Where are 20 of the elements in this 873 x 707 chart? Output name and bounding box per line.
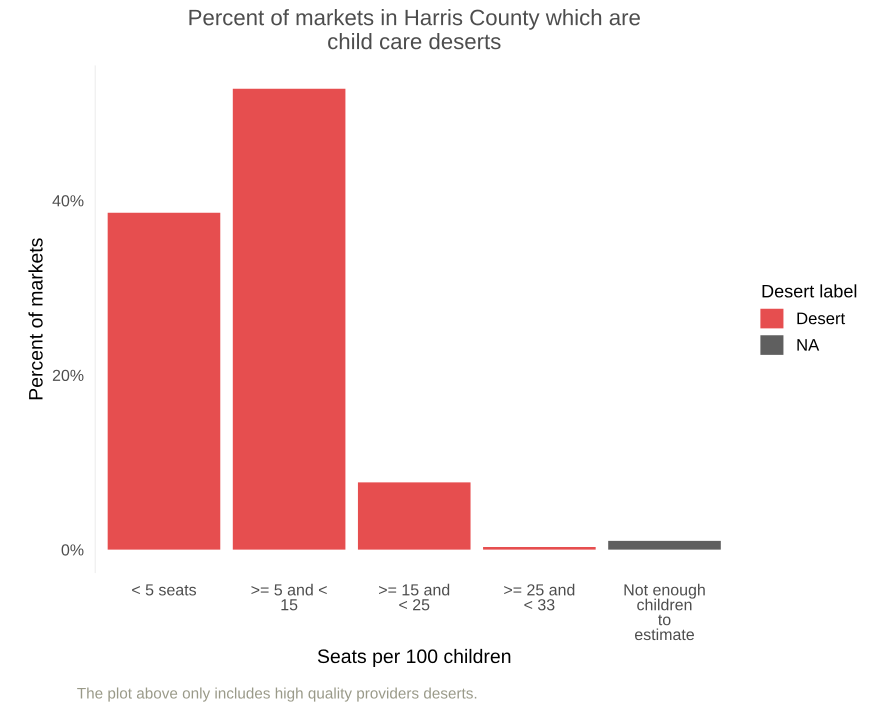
- x-tick-label: >= 15 and < 25: [379, 584, 450, 610]
- bar: [358, 482, 471, 550]
- bar: [108, 212, 220, 550]
- y-tick-label: 40%: [52, 195, 84, 206]
- legend-label: Desert: [797, 312, 846, 324]
- text: The plot above only includes high quality providers deserts.: [77, 687, 476, 702]
- x-tick-label: Not enough children to estimate: [624, 584, 705, 640]
- x-tick-label: < 5 seats: [132, 584, 196, 596]
- y-tick-label: 20%: [52, 370, 84, 382]
- y-tick-label: 0%: [62, 544, 84, 556]
- legend-label: NA: [797, 339, 820, 351]
- x-axis-title: Seats per 100 children: [318, 648, 510, 668]
- bar: [232, 88, 346, 550]
- chart-title: Percent of markets in Harris County which are child care deserts: [189, 9, 640, 50]
- bar: [608, 540, 721, 550]
- bar: [483, 547, 596, 550]
- legend-title: Desert label: [762, 284, 856, 298]
- x-tick-label: >= 25 and < 33: [504, 584, 574, 610]
- x-tick-label: >= 5 and < 15: [251, 584, 327, 610]
- y-axis-title: Percent of markets: [28, 238, 43, 400]
